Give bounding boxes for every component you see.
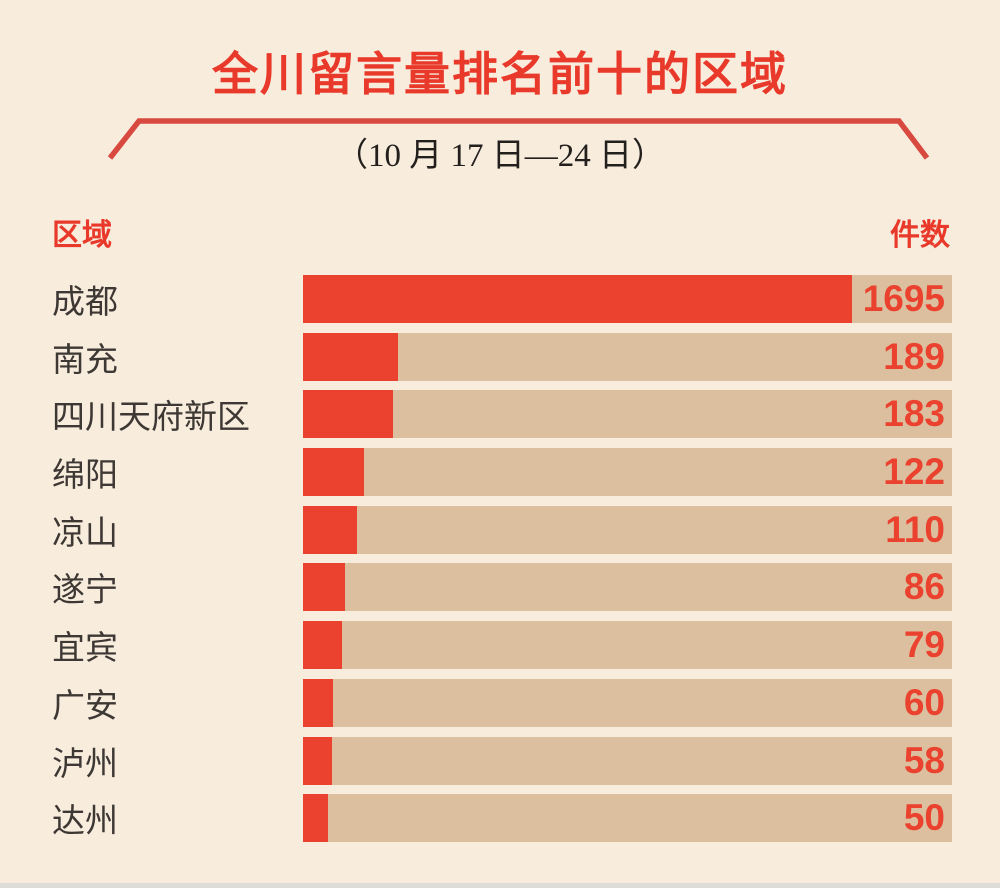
region-label: 四川天府新区 xyxy=(52,398,250,436)
table-row: 泸州 58 xyxy=(0,736,1000,785)
table-row: 绵阳 122 xyxy=(0,448,1000,497)
region-label: 泸州 xyxy=(52,744,118,782)
region-label: 成都 xyxy=(52,283,118,320)
table-row: 广安 60 xyxy=(0,678,1000,727)
count-value: 189 xyxy=(883,335,945,377)
bar-chart: 成都 1695 南充 189 四川天府新区 183 绵阳 122 凉山 110 xyxy=(0,275,1000,852)
table-row: 南充 189 xyxy=(0,332,1000,381)
title-bracket-line xyxy=(107,118,930,160)
bar-track: 1695 xyxy=(303,275,952,323)
table-row: 遂宁 86 xyxy=(0,563,1000,612)
count-value: 183 xyxy=(883,393,945,435)
date-range-subtitle: （10 月 17 日—24 日） xyxy=(335,138,665,174)
bar-track: 86 xyxy=(303,563,952,612)
bar xyxy=(303,505,357,554)
table-row: 达州 50 xyxy=(0,794,1000,843)
region-label: 南充 xyxy=(52,340,118,378)
region-label: 遂宁 xyxy=(52,571,118,609)
bar-track: 122 xyxy=(303,448,952,497)
column-headers: 区域 件数 xyxy=(52,210,950,254)
region-label: 绵阳 xyxy=(52,456,118,494)
count-value: 58 xyxy=(903,739,945,781)
count-value: 79 xyxy=(903,624,945,666)
bar xyxy=(303,736,332,785)
bar-track: 60 xyxy=(303,678,952,727)
bar-track: 183 xyxy=(303,390,952,439)
bar xyxy=(303,448,364,497)
bar xyxy=(303,390,394,439)
count-value: 110 xyxy=(885,508,945,550)
table-row: 凉山 110 xyxy=(0,505,1000,554)
bar xyxy=(303,332,398,381)
region-label: 宜宾 xyxy=(52,629,118,667)
column-header-region: 区域 xyxy=(52,219,112,252)
table-row: 四川天府新区 183 xyxy=(0,390,1000,439)
count-value: 1695 xyxy=(862,278,945,319)
count-value: 122 xyxy=(883,451,945,493)
region-label: 广安 xyxy=(52,686,118,724)
column-header-count: 件数 xyxy=(890,219,950,252)
page-title: 全川留言量排名前十的区域 xyxy=(212,48,788,100)
table-row: 成都 1695 xyxy=(0,275,1000,323)
table-row: 宜宾 79 xyxy=(0,621,1000,670)
bar-track: 58 xyxy=(303,736,952,785)
bar-track: 50 xyxy=(303,794,952,843)
region-label: 凉山 xyxy=(52,513,118,551)
bar xyxy=(303,563,346,612)
bar xyxy=(303,275,853,323)
region-label: 达州 xyxy=(52,802,118,840)
bar xyxy=(303,678,333,727)
bar-track: 110 xyxy=(303,505,952,554)
bar-track: 79 xyxy=(303,621,952,670)
bottom-edge-strip xyxy=(0,883,1000,888)
count-value: 50 xyxy=(903,797,945,839)
bar-track: 189 xyxy=(303,332,952,381)
bar xyxy=(303,794,328,843)
count-value: 86 xyxy=(903,566,945,608)
count-value: 60 xyxy=(903,681,945,723)
bar xyxy=(303,621,342,670)
